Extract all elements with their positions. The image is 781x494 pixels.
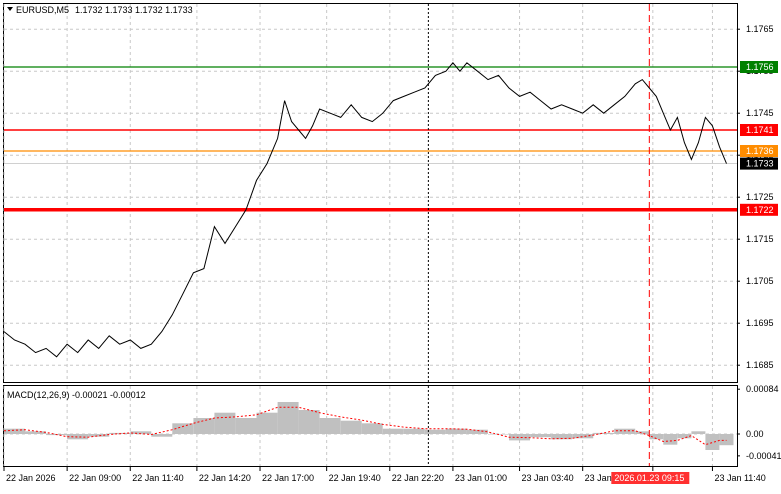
level-price-tag-label: 1.1733 [746, 159, 774, 169]
macd-histogram-bar [404, 429, 425, 434]
macd-histogram-bar [383, 429, 404, 434]
price-tick-label: 1.1705 [746, 276, 774, 286]
macd-histogram-bar [25, 431, 46, 434]
level-price-tag-label: 1.1722 [746, 205, 774, 215]
time-tick-label: 23 Jan 01:00 [455, 473, 507, 483]
macd-histogram-bar [572, 434, 593, 438]
macd-histogram-bar [593, 433, 614, 434]
macd-histogram-bar [705, 434, 719, 450]
chart-header: EURUSD,M5 1.1732 1.1733 1.1732 1.1733 [7, 5, 193, 15]
time-tick-label: 22 Jan 09:00 [69, 473, 121, 483]
ohlc-label: 1.1732 1.1733 1.1732 1.1733 [75, 5, 193, 15]
time-tick-label: 22 Jan 2026 [6, 473, 56, 483]
time-tick-label: 23 Jan 11:40 [714, 473, 765, 483]
macd-histogram-bar [467, 430, 488, 434]
macd-histogram-bar [341, 421, 362, 434]
cursor-time-tag-label: 2026.01.23 09:15 [614, 473, 684, 483]
time-tick-label: 22 Jan 11:40 [132, 473, 183, 483]
level-price-tag-label: 1.1741 [746, 125, 774, 135]
price-tick-label: 1.1765 [746, 24, 774, 34]
price-tick-label: 1.1745 [746, 108, 774, 118]
macd-histogram-bar [257, 413, 278, 434]
time-tick-label: 22 Jan 17:00 [262, 473, 314, 483]
macd-histogram-bar [691, 431, 705, 434]
symbol-label: EURUSD,M5 [16, 5, 69, 15]
time-tick-label: 22 Jan 22:20 [392, 473, 444, 483]
macd-histogram-bar [446, 429, 467, 434]
macd-histogram-bar [193, 418, 214, 434]
price-tick-label: 1.1695 [746, 318, 774, 328]
price-tick-label: 1.1685 [746, 360, 774, 370]
macd-histogram-bar [320, 418, 341, 434]
macd-histogram-bar [151, 434, 172, 437]
macd-tick-label: -0.00041 [746, 451, 781, 461]
macd-tick-label: 0.00 [746, 429, 764, 439]
cursor-time-tag: 2026.01.23 09:15 [611, 472, 689, 484]
macd-histogram-bar [214, 413, 235, 434]
macd-histogram-bar [362, 423, 383, 434]
time-tick-label: 23 Jan 03:40 [522, 473, 574, 483]
time-tick-label: 22 Jan 14:20 [199, 473, 251, 483]
level-price-tag-label: 1.1756 [746, 62, 774, 72]
macd-histogram-bar [614, 429, 635, 434]
macd-histogram-bar [509, 434, 530, 440]
level-price-tag-label: 1.1736 [746, 146, 774, 156]
time-tick-label: 23 Jan [585, 473, 612, 483]
macd-label: MACD(12,26,9) -0.00021 -0.00012 [7, 390, 146, 400]
macd-histogram-bar [727, 434, 734, 445]
price-tick-label: 1.1715 [746, 234, 774, 244]
macd-histogram-bar [299, 410, 320, 434]
macd-tick-label: 0.00084 [746, 384, 779, 394]
macd-histogram-bar [720, 434, 727, 445]
macd-histogram-bar [530, 434, 551, 437]
macd-histogram-bar [663, 434, 677, 445]
macd-histogram-bar [236, 418, 257, 434]
price-tick-label: 1.1725 [746, 192, 774, 202]
time-tick-label: 22 Jan 19:40 [329, 473, 381, 483]
